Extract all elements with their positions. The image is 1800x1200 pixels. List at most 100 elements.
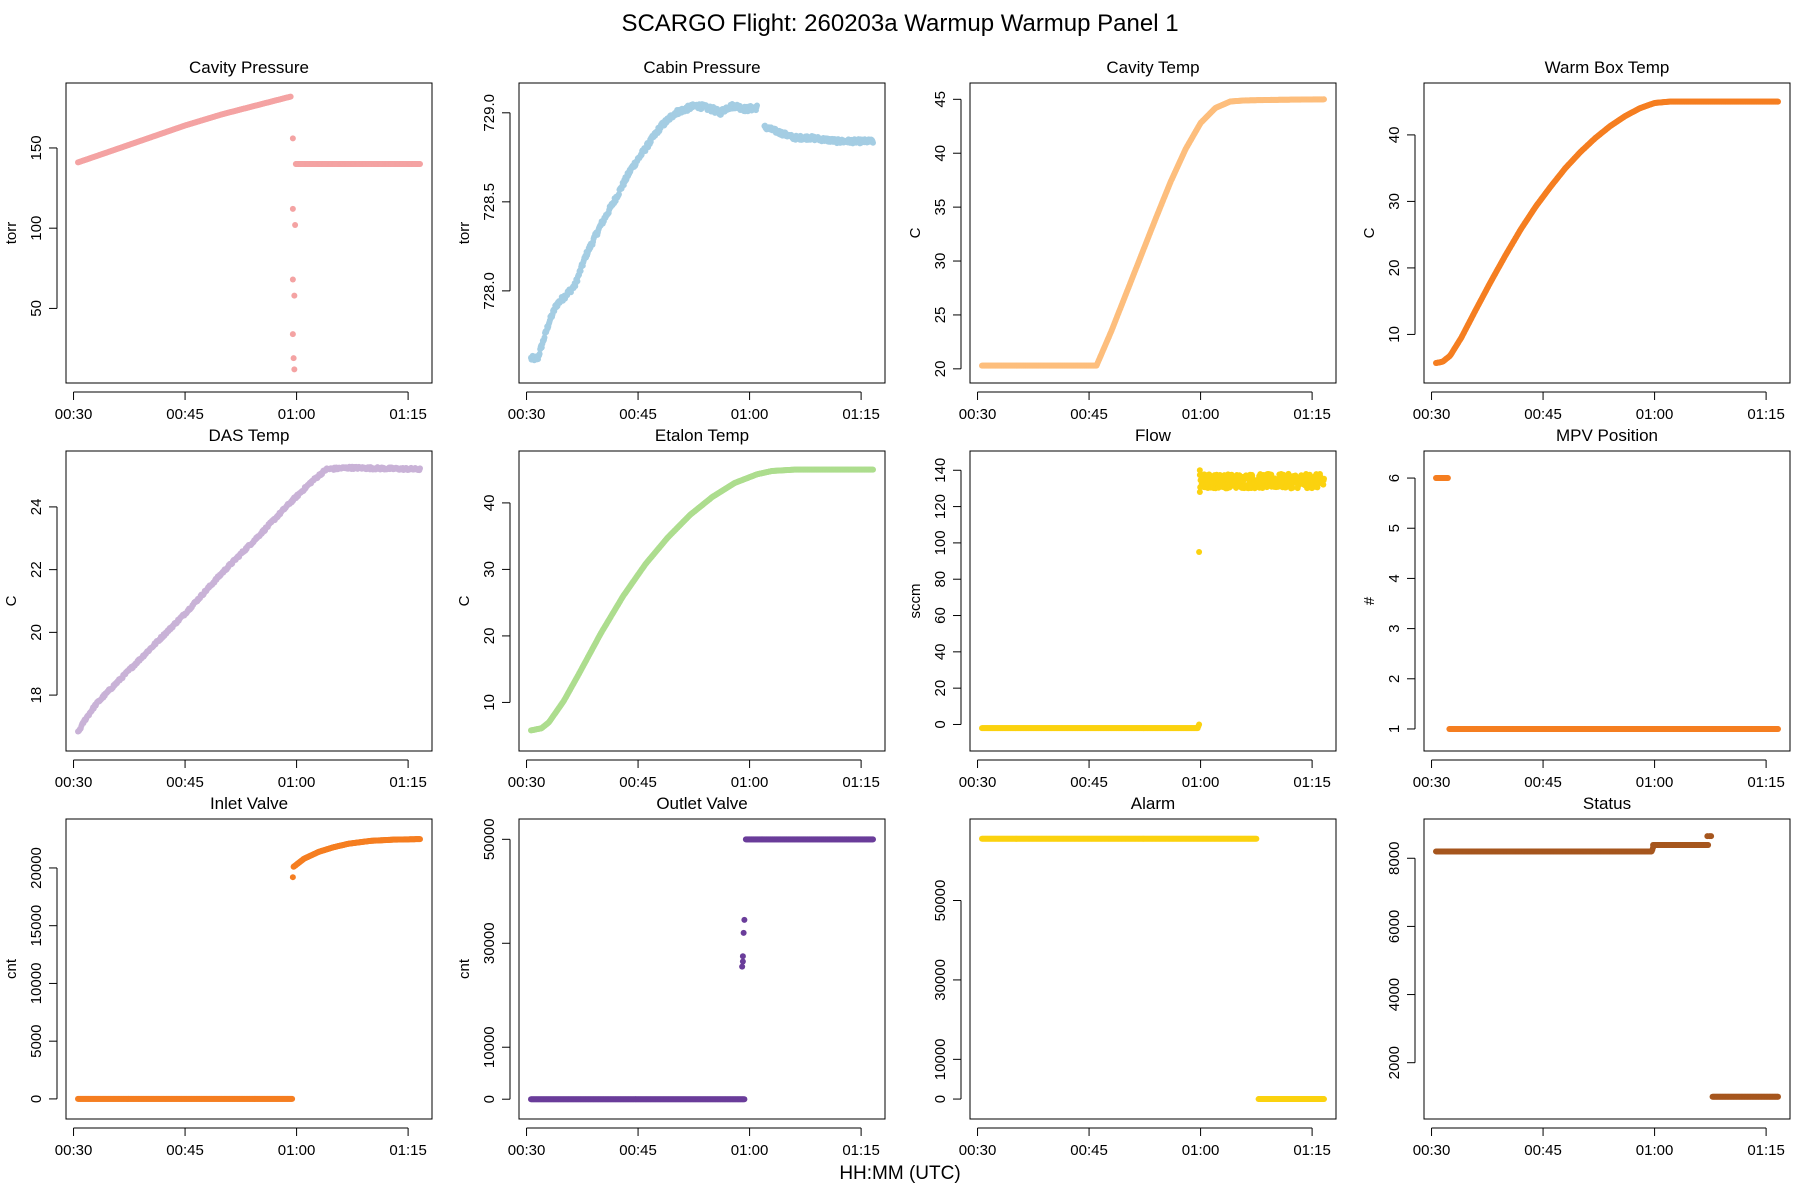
- x-tick-label: 01:00: [278, 406, 316, 423]
- y-tick-label: 30: [1386, 193, 1403, 210]
- y-tick-label: 18: [28, 687, 45, 704]
- y-tick-label: 150: [28, 135, 45, 160]
- data-point: [615, 191, 622, 198]
- y-tick-label: 20: [481, 628, 498, 645]
- y-tick-label: 20: [28, 624, 45, 641]
- y-axis-label: torr: [456, 222, 473, 245]
- x-axis: 00:30 00:45 01:00 01:15: [959, 759, 1331, 791]
- data-series: [1433, 98, 1781, 367]
- y-tick-label: 35: [932, 199, 949, 216]
- y-tick-label: 50: [28, 300, 45, 317]
- y-tick-label: 5: [1386, 524, 1403, 532]
- x-tick-label: 01:15: [1747, 406, 1785, 423]
- y-axis-label: C: [907, 227, 924, 238]
- y-axis-label: C: [456, 595, 473, 606]
- x-tick-label: 01:15: [1747, 774, 1785, 791]
- plot-frame: [65, 82, 433, 384]
- x-tick-label: 01:15: [842, 406, 880, 423]
- y-tick-label: 15000: [28, 905, 45, 947]
- y-axis-label: C: [1361, 227, 1378, 238]
- x-tick-label: 01:15: [842, 774, 880, 791]
- x-tick-label: 00:45: [1070, 406, 1108, 423]
- data-point: [417, 465, 423, 472]
- y-tick-label: 40: [932, 145, 949, 162]
- y-tick-label: 120: [932, 494, 949, 519]
- x-tick-label: 01:00: [278, 1142, 316, 1159]
- x-tick-label: 01:00: [1636, 406, 1674, 423]
- data-point: [1775, 98, 1781, 105]
- x-axis: 00:30 00:45 01:00 01:15: [55, 391, 427, 423]
- data-point: [291, 366, 298, 373]
- y-axis-label: cnt: [3, 958, 20, 979]
- data-series: [75, 463, 423, 735]
- data-point: [291, 292, 298, 299]
- y-axis-label: C: [3, 595, 20, 606]
- data-point: [870, 466, 876, 473]
- x-tick-label: 01:00: [731, 406, 769, 423]
- x-tick-label: 00:45: [619, 406, 657, 423]
- x-tick-label: 00:30: [508, 774, 546, 791]
- y-tick-label: 728.5: [481, 183, 498, 221]
- y-tick-label: 20: [932, 680, 949, 697]
- x-axis: 00:30 00:45 01:00 01:15: [1413, 759, 1785, 791]
- data-point: [1775, 725, 1781, 732]
- x-tick-label: 00:45: [166, 406, 204, 423]
- x-tick-label: 01:00: [1182, 774, 1220, 791]
- y-axis-label: cnt: [456, 958, 473, 979]
- y-axis-label: sccm: [907, 584, 924, 619]
- data-point: [417, 161, 423, 167]
- x-axis: 00:30 00:45 01:00 01:15: [508, 391, 880, 423]
- x-tick-label: 00:30: [1413, 774, 1451, 791]
- x-tick-label: 01:15: [1293, 774, 1331, 791]
- y-tick-label: 1: [1386, 725, 1403, 733]
- x-tick-label: 00:45: [166, 774, 204, 791]
- plot-frame: [969, 450, 1337, 752]
- y-tick-label: 5000: [28, 1024, 45, 1057]
- y-tick-label: 60: [932, 607, 949, 624]
- data-point: [289, 276, 296, 283]
- x-tick-label: 01:15: [389, 774, 427, 791]
- chart-title: Warm Box Temp: [1545, 58, 1670, 77]
- data-series: [75, 93, 423, 373]
- x-tick-label: 00:45: [619, 774, 657, 791]
- y-tick-label: 30: [932, 253, 949, 270]
- chart-title: Etalon Temp: [655, 426, 749, 445]
- plot-frame: [1423, 450, 1791, 752]
- data-point: [870, 139, 876, 146]
- x-axis: 00:30 00:45 01:00 01:15: [1413, 391, 1785, 423]
- x-axis: 00:30 00:45 01:00 01:15: [508, 759, 880, 791]
- x-tick-label: 00:30: [1413, 406, 1451, 423]
- y-tick-label: 25: [932, 307, 949, 324]
- y-tick-label: 30: [481, 561, 498, 578]
- chart-title: DAS Temp: [209, 426, 290, 445]
- data-point: [1196, 467, 1203, 474]
- y-tick-label: 3: [1386, 624, 1403, 632]
- chart-title: Inlet Valve: [210, 794, 288, 813]
- y-tick-label: 80: [932, 571, 949, 588]
- y-tick-label: 20: [932, 361, 949, 378]
- data-series: [75, 836, 423, 1102]
- data-point: [536, 350, 543, 357]
- x-tick-label: 00:30: [55, 774, 93, 791]
- y-tick-label: 10: [1386, 326, 1403, 343]
- y-tick-label: 4: [1386, 574, 1403, 582]
- x-tick-label: 01:00: [1182, 406, 1220, 423]
- x-tick-label: 00:45: [1070, 774, 1108, 791]
- y-tick-label: 10: [481, 694, 498, 711]
- data-point: [1321, 96, 1327, 103]
- chart-title: Cabin Pressure: [643, 58, 760, 77]
- data-point: [754, 102, 761, 109]
- y-tick-label: 729.0: [481, 94, 498, 132]
- plot-frame: [65, 450, 433, 752]
